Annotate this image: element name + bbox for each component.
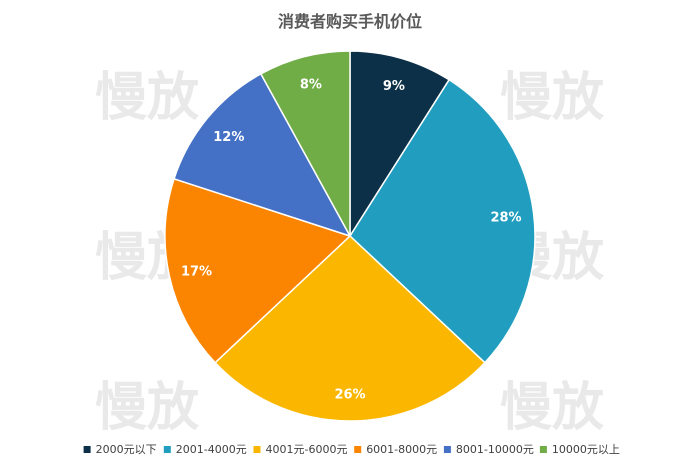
legend-swatch: [253, 446, 261, 453]
pie-slices: [164, 50, 536, 422]
watermark-text: 慢放: [500, 378, 604, 438]
pie-data-label: 9%: [383, 79, 405, 94]
pie-data-labels: 9% 28% 26% 17% 12% 8%: [181, 78, 522, 403]
legend-swatch: [83, 446, 91, 453]
pie-slice: [259, 50, 351, 237]
legend-label: 10000元以上: [552, 443, 620, 456]
legend-swatch: [163, 446, 171, 453]
watermark-text: 慢放: [500, 68, 604, 128]
legend-swatch: [354, 446, 362, 453]
pie-data-label: 28%: [490, 210, 521, 225]
chart-title: 消费者购买手机价位: [278, 12, 422, 31]
pie-slice: [164, 177, 352, 364]
pie-data-label: 26%: [334, 387, 365, 402]
pie-data-label: 12%: [213, 130, 244, 145]
pie-data-label: 17%: [181, 264, 212, 279]
legend-label: 2001-4000元: [176, 443, 247, 456]
legend-label: 2000元以下: [96, 443, 157, 456]
legend-label: 8001-10000元: [456, 443, 534, 456]
chart-legend: 2000元以下 2001-4000元 4001元-6000元 6001-8000元 80…: [83, 443, 620, 456]
legend-label: 4001元-6000元: [266, 443, 348, 456]
legend-swatch: [539, 446, 547, 453]
pie-data-label: 8%: [300, 78, 322, 93]
legend-label: 6001-8000元: [366, 443, 437, 456]
pie-slice: [173, 72, 352, 238]
pie-slice: [349, 50, 451, 239]
pie-slice: [349, 78, 536, 364]
legend-swatch: [443, 446, 451, 453]
watermark-text: 慢放: [95, 68, 199, 128]
pie-slice: [214, 234, 486, 422]
watermark-text: 慢放: [95, 378, 199, 438]
